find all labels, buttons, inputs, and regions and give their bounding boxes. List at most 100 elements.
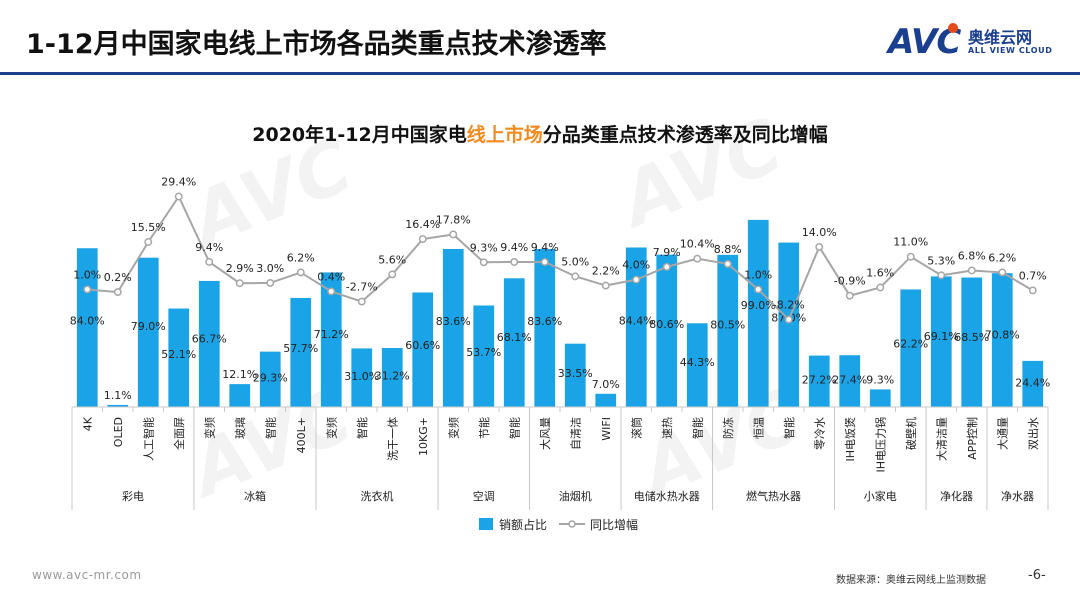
bar-value-label: 99.0%	[741, 299, 776, 312]
footer-url[interactable]: www.avc-mr.com	[32, 568, 142, 582]
category-label: 滚筒	[629, 417, 643, 439]
group-label: 彩电	[122, 490, 144, 503]
yoy-label: 0.7%	[1019, 269, 1047, 282]
yoy-label: 5.3%	[927, 254, 955, 267]
bar	[259, 351, 281, 407]
chart-title-pre: 2020年1-12月中国家电	[252, 124, 467, 146]
category-label: 大清洁量	[934, 417, 948, 461]
bar	[107, 404, 129, 407]
yoy-point	[266, 278, 275, 287]
yoy-label: 1.0%	[73, 268, 101, 281]
category-label: 大通量	[995, 417, 1009, 450]
chart-title: 2020年1-12月中国家电线上市场分品类重点技术渗透率及同比增幅	[0, 120, 1080, 147]
logo-dot	[948, 23, 958, 33]
bar-value-label: 66.7%	[192, 333, 227, 346]
bar-value-label: 9.3%	[866, 373, 894, 386]
yoy-point	[693, 254, 702, 263]
group-label: 小家电	[864, 489, 897, 503]
bar	[564, 343, 586, 407]
category-label: 10KG+	[417, 417, 430, 456]
yoy-point	[906, 252, 915, 261]
bar	[76, 248, 98, 407]
bar-value-label: 31.2%	[375, 370, 410, 383]
yoy-label: 9.4%	[500, 241, 528, 254]
yoy-label: 6.2%	[988, 251, 1016, 264]
category-label: 大风量	[538, 417, 552, 450]
category-label: IH电饭煲	[844, 417, 857, 462]
group-label: 净化器	[940, 489, 973, 503]
bar	[229, 384, 251, 407]
group-label: 洗衣机	[361, 489, 394, 503]
bar	[412, 292, 434, 407]
bar-value-label: 44.3%	[680, 356, 715, 369]
bar-value-label: 7.0%	[592, 378, 620, 391]
bar-value-label: 24.4%	[1015, 377, 1050, 390]
bar-value-label: 83.6%	[527, 315, 562, 328]
yoy-label: 6.8%	[958, 249, 986, 262]
avc-logo: AVC 奥维云网 ALL VIEW CLOUD	[888, 20, 1058, 62]
bar-value-label: 68.1%	[497, 331, 532, 344]
yoy-point	[510, 258, 519, 266]
yoy-label: 6.2%	[287, 251, 315, 264]
bar-value-label: 84.4%	[619, 314, 654, 327]
yoy-point	[601, 281, 610, 290]
category-label: 智能	[355, 417, 369, 439]
yoy-label: 0.4%	[317, 270, 345, 283]
category-label: WIFI	[600, 417, 613, 441]
bar-value-label: 1.1%	[104, 389, 132, 402]
yoy-point	[571, 272, 580, 281]
bar	[625, 247, 647, 407]
bar-value-label: 52.1%	[161, 348, 196, 361]
chart-title-post: 分品类重点技术渗透率及同比增幅	[542, 124, 828, 146]
bar-value-label: 57.7%	[283, 342, 318, 355]
bar	[381, 348, 403, 407]
bar	[198, 280, 220, 407]
yoy-label: 29.4%	[161, 176, 196, 189]
logo-cn-text: 奥维云网	[968, 28, 1033, 47]
yoy-label: 2.2%	[592, 265, 620, 278]
yoy-point	[479, 258, 488, 267]
bar	[656, 254, 678, 407]
category-label: 洗干一体	[385, 417, 399, 461]
category-label: 变频	[324, 417, 338, 439]
yoy-label: 1.6%	[866, 266, 894, 279]
group-label: 空调	[473, 489, 495, 503]
yoy-point	[1028, 286, 1037, 295]
yoy-point	[83, 285, 92, 294]
yoy-point	[357, 297, 366, 306]
yoy-point	[937, 271, 946, 280]
bar	[137, 257, 159, 407]
legend-bar-label: 销额占比	[499, 517, 547, 532]
yoy-point	[205, 258, 214, 266]
yoy-point	[662, 262, 671, 271]
yoy-point	[113, 288, 122, 297]
bar-value-label: 31.0%	[344, 370, 379, 383]
group-label: 油烟机	[559, 489, 592, 503]
bar	[686, 323, 708, 407]
yoy-label: 7.9%	[653, 246, 681, 259]
yoy-point	[723, 259, 732, 268]
category-label: 4K	[81, 416, 94, 431]
chart-title-highlight: 线上市场	[466, 124, 543, 146]
yoy-point	[967, 266, 976, 275]
bar	[534, 248, 556, 407]
bar-value-label: 27.4%	[832, 374, 867, 387]
title-rule	[0, 72, 1080, 75]
yoy-label: 14.0%	[802, 226, 837, 239]
category-label: 变频	[446, 417, 460, 439]
category-label: 人工智能	[141, 417, 155, 461]
category-label: 破壁机	[904, 417, 918, 450]
bar-value-label: 70.8%	[985, 328, 1020, 341]
yoy-label: 17.8%	[436, 213, 471, 226]
bar-value-label: 84.0%	[70, 315, 105, 328]
bar	[991, 273, 1013, 407]
yoy-point	[632, 275, 641, 284]
yoy-point	[174, 192, 183, 201]
bar-value-label: 33.5%	[558, 367, 593, 380]
bar	[473, 305, 495, 407]
bar	[290, 297, 312, 407]
yoy-label: 8.8%	[714, 243, 742, 256]
group-label: 冰箱	[244, 489, 266, 503]
yoy-line	[87, 194, 1034, 322]
yoy-point	[296, 268, 305, 277]
